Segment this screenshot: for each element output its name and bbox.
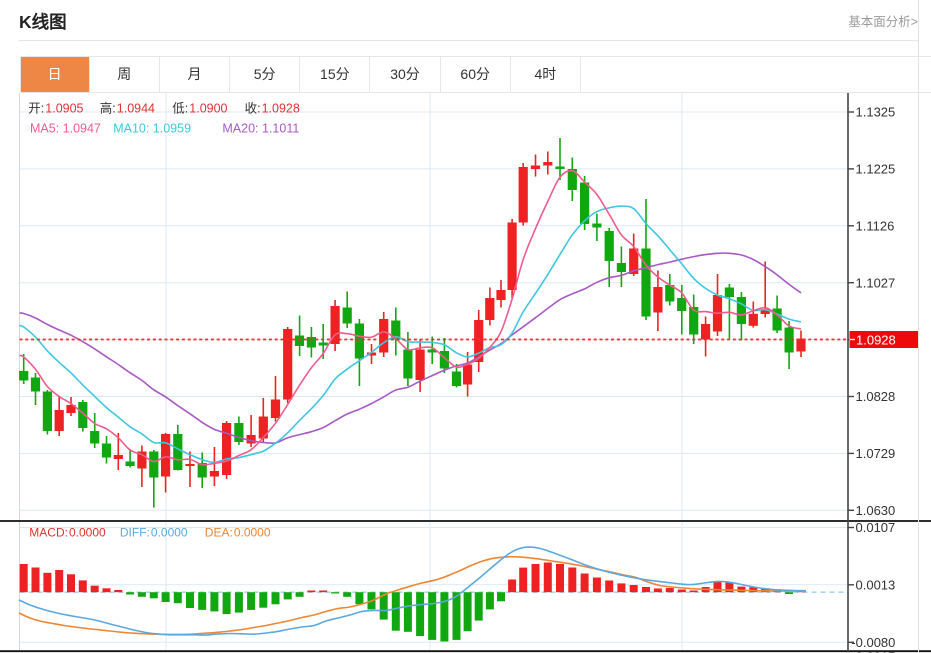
svg-text:1.0828: 1.0828 (856, 389, 896, 404)
svg-text:收:1.0928: 收:1.0928 (245, 102, 300, 116)
svg-text:-0.0017: -0.0017 (851, 649, 895, 653)
svg-text:MA10: 1.0959: MA10: 1.0959 (113, 121, 191, 135)
svg-text:1.1225: 1.1225 (856, 162, 896, 177)
svg-text:MACD:0.0000: MACD:0.0000 (29, 526, 106, 540)
svg-text:1.0729: 1.0729 (856, 446, 896, 461)
svg-text:1.1126: 1.1126 (856, 218, 895, 233)
svg-text:DEA:0.0000: DEA:0.0000 (205, 526, 271, 540)
svg-text:1.0630: 1.0630 (856, 503, 896, 518)
svg-text:1.0928: 1.0928 (856, 332, 896, 347)
svg-text:0.0013: 0.0013 (856, 577, 896, 592)
svg-text:低:1.0900: 低:1.0900 (172, 102, 227, 116)
svg-text:MA5: 1.0947: MA5: 1.0947 (30, 121, 101, 135)
svg-text:DIFF:0.0000: DIFF:0.0000 (120, 526, 188, 540)
svg-text:1.1325: 1.1325 (856, 105, 896, 120)
svg-text:MA20: 1.1011: MA20: 1.1011 (222, 121, 299, 135)
svg-text:高:1.0944: 高:1.0944 (100, 101, 155, 116)
svg-text:1.1027: 1.1027 (856, 275, 896, 290)
svg-text:开:1.0905: 开:1.0905 (28, 102, 83, 116)
svg-text:-0.0080: -0.0080 (851, 635, 895, 650)
svg-text:0.0107: 0.0107 (856, 520, 896, 535)
